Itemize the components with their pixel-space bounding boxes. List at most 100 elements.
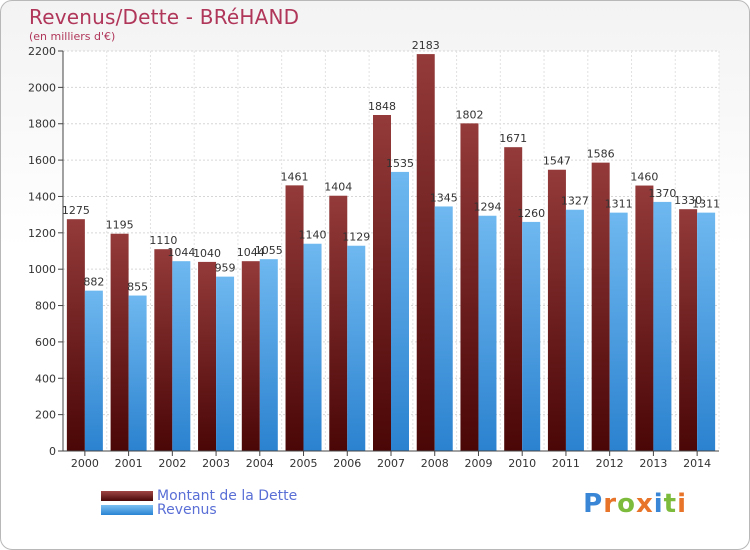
y-tick-label: 1800 bbox=[28, 118, 56, 131]
bar-revenus bbox=[478, 215, 497, 451]
x-tick-label: 2004 bbox=[246, 457, 274, 470]
bar-dette bbox=[329, 195, 348, 451]
bar-dette bbox=[635, 185, 654, 451]
bar-dette bbox=[154, 249, 173, 451]
data-label-revenus: 882 bbox=[83, 276, 104, 289]
x-tick-label: 2007 bbox=[377, 457, 405, 470]
bar-dette bbox=[460, 123, 479, 451]
y-tick-label: 400 bbox=[35, 372, 56, 385]
bar-revenus bbox=[347, 245, 366, 451]
x-tick-label: 2000 bbox=[71, 457, 99, 470]
y-tick-label: 1400 bbox=[28, 190, 56, 203]
data-label-revenus: 1327 bbox=[561, 195, 589, 208]
bar-dette bbox=[679, 209, 698, 451]
data-label-dette: 1547 bbox=[543, 155, 571, 168]
x-tick-label: 2009 bbox=[464, 457, 492, 470]
bar-revenus bbox=[216, 276, 235, 451]
data-label-dette: 1404 bbox=[324, 181, 352, 194]
x-tick-label: 2008 bbox=[421, 457, 449, 470]
data-label-dette: 1802 bbox=[455, 108, 483, 121]
data-label-revenus: 1370 bbox=[648, 187, 676, 200]
bar-dette bbox=[241, 261, 260, 451]
y-tick-label: 1600 bbox=[28, 154, 56, 167]
bar-revenus bbox=[522, 221, 541, 451]
data-label-revenus: 959 bbox=[215, 262, 236, 275]
y-tick-label: 2000 bbox=[28, 81, 56, 94]
bar-revenus bbox=[172, 261, 191, 451]
y-tick-label: 0 bbox=[49, 445, 56, 458]
chart-title: Revenus/Dette - BRéHAND bbox=[29, 5, 300, 29]
x-tick-label: 2001 bbox=[115, 457, 143, 470]
data-label-dette: 1461 bbox=[281, 170, 309, 183]
bar-revenus bbox=[565, 209, 584, 451]
logo-letter: i bbox=[653, 489, 664, 519]
bar-revenus bbox=[128, 295, 147, 451]
legend-swatch-dette bbox=[101, 491, 153, 501]
data-label-dette: 1848 bbox=[368, 100, 396, 113]
data-label-dette: 1330 bbox=[674, 194, 702, 207]
data-label-revenus: 1129 bbox=[342, 231, 370, 244]
x-tick-label: 2010 bbox=[508, 457, 536, 470]
data-label-revenus: 1535 bbox=[386, 157, 414, 170]
bar-revenus bbox=[653, 201, 672, 451]
legend-swatch-revenus bbox=[101, 505, 153, 515]
logo-letter: x bbox=[635, 489, 654, 519]
bar-dette bbox=[416, 54, 435, 451]
data-label-revenus: 1311 bbox=[692, 198, 720, 211]
data-label-revenus: 1345 bbox=[430, 191, 458, 204]
logo-letter: o bbox=[617, 489, 636, 519]
logo-letter: t bbox=[663, 489, 678, 519]
bar-dette bbox=[504, 147, 523, 451]
legend-label-revenus: Revenus bbox=[157, 502, 217, 518]
data-label-dette: 1275 bbox=[62, 204, 90, 217]
data-label-dette: 2183 bbox=[412, 39, 440, 52]
data-label-revenus: 855 bbox=[127, 281, 148, 294]
bar-dette bbox=[591, 162, 610, 452]
logo-letter: i bbox=[677, 489, 687, 519]
logo-letter: P bbox=[583, 489, 604, 519]
data-label-revenus: 1140 bbox=[299, 229, 327, 242]
y-tick-label: 1000 bbox=[28, 263, 56, 276]
y-tick-label: 200 bbox=[35, 409, 56, 422]
x-tick-label: 2014 bbox=[683, 457, 711, 470]
data-label-dette: 1586 bbox=[587, 148, 615, 161]
bar-revenus bbox=[84, 290, 103, 451]
legend-item-dette: Montant de la Dette bbox=[101, 488, 297, 504]
x-tick-label: 2006 bbox=[333, 457, 361, 470]
data-label-dette: 1195 bbox=[106, 219, 134, 232]
bar-revenus bbox=[259, 259, 278, 451]
data-label-dette: 1671 bbox=[499, 132, 527, 145]
y-tick-label: 1200 bbox=[28, 227, 56, 240]
data-label-revenus: 1311 bbox=[605, 198, 633, 211]
legend-item-revenus: Revenus bbox=[101, 502, 217, 518]
data-label-dette: 1110 bbox=[149, 234, 177, 247]
bar-dette bbox=[373, 115, 391, 451]
bar-revenus bbox=[609, 212, 628, 451]
data-label-revenus: 1294 bbox=[473, 201, 501, 214]
y-tick-label: 600 bbox=[35, 336, 56, 349]
bar-dette bbox=[110, 233, 129, 451]
proxiti-logo: Proxiti bbox=[583, 489, 687, 519]
bar-revenus bbox=[697, 212, 716, 451]
bar-dette bbox=[547, 169, 566, 451]
logo-letter: r bbox=[603, 489, 618, 519]
data-label-revenus: 1260 bbox=[517, 207, 545, 220]
data-label-dette: 1044 bbox=[237, 246, 265, 259]
bar-revenus bbox=[434, 206, 453, 451]
x-tick-label: 2013 bbox=[639, 457, 667, 470]
data-label-dette: 1460 bbox=[630, 171, 658, 184]
chart-subtitle: (en milliers d'€) bbox=[29, 30, 116, 43]
data-label-dette: 1040 bbox=[193, 247, 221, 260]
bar-dette bbox=[285, 185, 304, 451]
legend-label-dette: Montant de la Dette bbox=[157, 488, 298, 504]
y-tick-label: 800 bbox=[35, 300, 56, 313]
x-tick-label: 2012 bbox=[596, 457, 624, 470]
bar-dette bbox=[66, 219, 85, 451]
x-tick-label: 2003 bbox=[202, 457, 230, 470]
x-tick-label: 2005 bbox=[290, 457, 318, 470]
data-label-revenus: 1044 bbox=[167, 246, 195, 259]
x-tick-label: 2011 bbox=[552, 457, 580, 470]
y-tick-label: 2200 bbox=[28, 45, 56, 58]
